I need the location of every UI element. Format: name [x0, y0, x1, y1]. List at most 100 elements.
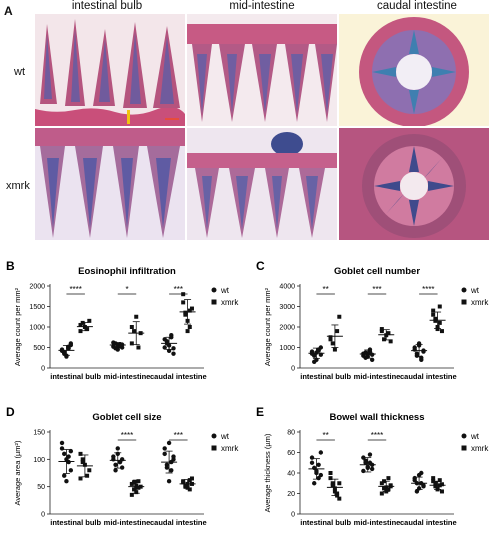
data-point-wt: [171, 351, 176, 356]
data-point-xmrk: [181, 300, 186, 305]
data-point-xmrk: [129, 325, 134, 329]
data-point-xmrk: [187, 325, 192, 329]
data-point-wt: [66, 346, 71, 351]
legend-marker-wt: [211, 433, 217, 439]
data-point-wt: [59, 440, 65, 446]
y-tick-label: 0: [41, 512, 45, 519]
data-point-wt: [369, 357, 375, 362]
data-point-xmrk: [328, 335, 333, 340]
data-point-wt: [166, 440, 172, 446]
data-point-wt: [419, 355, 424, 360]
data-point-xmrk: [379, 491, 384, 496]
data-point-xmrk: [431, 476, 436, 481]
legend-label-xmrk: xmrk: [221, 298, 239, 307]
y-tick-label: 3000: [279, 304, 295, 311]
x-tick-label: mid-intestine: [354, 372, 401, 381]
data-point-wt: [316, 348, 321, 353]
legend-label-xmrk: xmrk: [221, 444, 239, 453]
column-title-caudal-intestine: caudal intestine: [377, 0, 457, 12]
data-point-wt: [62, 473, 67, 478]
data-point-wt: [162, 451, 167, 457]
legend-label-wt: wt: [220, 432, 230, 441]
micrograph-wt-mid-intestine: [187, 14, 337, 126]
data-point-xmrk: [332, 347, 337, 352]
data-point-wt: [316, 462, 321, 467]
x-tick-label: mid-intestine: [104, 518, 151, 527]
y-tick-label: 50: [37, 484, 45, 491]
data-point-xmrk: [335, 329, 340, 334]
data-point-xmrk: [80, 460, 85, 465]
legend-marker-wt: [211, 287, 217, 293]
data-point-xmrk: [386, 487, 391, 492]
data-point-xmrk: [439, 489, 444, 494]
panel-letter: C: [256, 259, 265, 273]
data-point-wt: [309, 460, 315, 465]
y-tick-label: 1500: [29, 304, 45, 311]
data-point-xmrk: [132, 487, 137, 492]
chart-panel-c: C Goblet cell number Average count per mm²…: [250, 258, 500, 403]
y-tick-label: 0: [291, 512, 295, 519]
data-point-xmrk: [328, 337, 333, 342]
y-axis-label: Average count per mm²: [263, 287, 272, 366]
data-point-xmrk: [433, 484, 438, 489]
data-point-xmrk: [337, 481, 342, 486]
data-point-xmrk: [181, 480, 186, 485]
significance-label: *: [125, 285, 128, 294]
x-tick-label: intestinal bulb: [300, 518, 351, 527]
data-point-xmrk: [433, 481, 438, 486]
data-point-wt: [59, 446, 65, 451]
data-point-wt: [412, 345, 417, 350]
data-point-xmrk: [335, 491, 340, 496]
data-point-wt: [421, 484, 426, 489]
data-point-wt: [68, 468, 74, 473]
data-point-xmrk: [382, 486, 387, 491]
data-point-xmrk: [330, 483, 335, 488]
data-point-xmrk: [386, 331, 391, 336]
significance-label: ***: [372, 285, 381, 294]
y-tick-label: 1000: [279, 345, 295, 352]
data-point-wt: [68, 342, 74, 348]
x-tick-label: intestinal bulb: [50, 372, 101, 381]
legend-marker-xmrk: [211, 299, 217, 305]
significance-label: **: [323, 431, 329, 440]
data-point-wt: [361, 468, 366, 474]
legend-label-wt: wt: [470, 286, 480, 295]
y-tick-label: 80: [287, 430, 295, 437]
data-point-xmrk: [78, 476, 83, 481]
data-point-wt: [318, 472, 324, 478]
data-point-xmrk: [78, 329, 83, 334]
data-point-xmrk: [328, 476, 333, 481]
data-point-wt: [113, 468, 118, 473]
y-tick-label: 150: [33, 430, 45, 437]
data-point-wt: [412, 477, 417, 483]
data-point-xmrk: [136, 479, 141, 484]
data-point-xmrk: [439, 482, 444, 487]
chart-title: Goblet cell number: [334, 266, 420, 277]
micrograph-wt-caudal-intestine: [339, 14, 489, 126]
legend-label-wt: wt: [220, 286, 230, 295]
data-point-xmrk: [379, 329, 384, 334]
data-point-wt: [414, 489, 420, 494]
data-point-wt: [111, 340, 116, 345]
y-axis-label: Average area (µm²): [13, 440, 22, 506]
row-label-wt: wt: [14, 66, 25, 78]
data-point-wt: [369, 352, 375, 357]
y-tick-label: 4000: [279, 284, 295, 291]
data-point-xmrk: [437, 304, 442, 309]
data-point-xmrk: [132, 480, 137, 485]
data-point-wt: [367, 452, 373, 457]
data-point-xmrk: [330, 481, 335, 486]
chart-panel-e: E Bowel wall thickness Average thickness (…: [250, 404, 500, 549]
data-point-xmrk: [129, 481, 134, 486]
significance-label: ****: [371, 431, 383, 440]
data-point-wt: [169, 468, 174, 473]
y-tick-label: 1000: [29, 325, 45, 332]
data-point-xmrk: [87, 468, 92, 473]
x-tick-label: caudal intestine: [150, 518, 207, 527]
data-point-xmrk: [379, 481, 384, 486]
data-point-xmrk: [78, 451, 83, 456]
micrograph-xmrk-caudal-intestine: [339, 128, 489, 240]
data-point-xmrk: [87, 318, 92, 323]
data-point-xmrk: [134, 314, 139, 319]
data-point-xmrk: [189, 306, 194, 311]
